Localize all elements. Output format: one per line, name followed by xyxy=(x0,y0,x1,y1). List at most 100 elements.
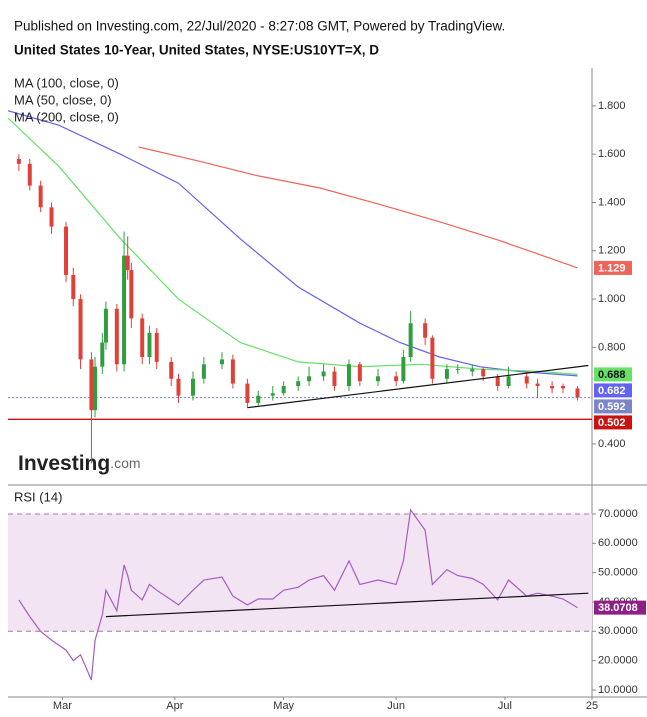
y-tick-label: 70.0000 xyxy=(598,508,638,520)
candle-body xyxy=(296,381,301,387)
candle-body xyxy=(125,255,130,271)
candle-body xyxy=(506,376,511,387)
candle-body xyxy=(455,369,460,371)
candle-body xyxy=(470,369,475,372)
rsi-band xyxy=(8,513,592,632)
price-label: 0.502 xyxy=(598,417,626,429)
candle-body xyxy=(256,395,261,403)
candle-body xyxy=(89,359,94,411)
y-tick-label: 0.400 xyxy=(598,438,626,450)
candle-body xyxy=(281,386,286,394)
y-tick-label: 20.0000 xyxy=(598,655,638,667)
candle-body xyxy=(375,376,380,382)
candle-body xyxy=(78,299,83,360)
logo-main: Investing xyxy=(18,452,110,475)
candle-body xyxy=(524,376,529,384)
y-tick-label: 1.400 xyxy=(598,196,626,208)
candle-body xyxy=(245,383,250,403)
moving-average xyxy=(8,110,578,377)
candle-body xyxy=(346,364,351,387)
candle-body xyxy=(307,376,312,382)
legend-entry: MA (200, close, 0) xyxy=(14,109,119,124)
candle-body xyxy=(408,323,413,358)
x-tick-label: May xyxy=(273,700,294,712)
y-tick-label: 0.800 xyxy=(598,341,626,353)
candle-body xyxy=(140,318,145,358)
y-tick-label: 1.800 xyxy=(598,100,626,112)
candle-body xyxy=(444,369,449,379)
rsi-line xyxy=(18,508,578,681)
legend-entry: MA (50, close, 0) xyxy=(14,92,112,107)
candle-body xyxy=(38,185,43,208)
candle-body xyxy=(575,388,580,398)
price-label-box xyxy=(594,399,632,414)
y-tick-label: 1.600 xyxy=(598,148,626,160)
candle-body xyxy=(49,207,54,227)
candle-body xyxy=(430,337,435,379)
candle-body xyxy=(201,364,206,379)
candle-body xyxy=(190,378,195,396)
x-tick-label: 25 xyxy=(586,700,598,712)
price-label-box xyxy=(594,260,632,275)
candle-body xyxy=(114,308,119,365)
y-tick-label: 30.0000 xyxy=(598,625,638,637)
rsi-title: RSI (14) xyxy=(14,489,62,504)
candle-body xyxy=(103,308,108,343)
y-tick-label: 50.0000 xyxy=(598,567,638,579)
candle-body xyxy=(100,342,105,367)
candle-body xyxy=(27,163,32,186)
price-label: 0.592 xyxy=(598,401,626,413)
published: Published on Investing.com, 22/Jul/2020 … xyxy=(14,19,505,34)
candle-body xyxy=(154,332,159,362)
y-tick-label: 1.200 xyxy=(598,245,626,257)
candle-body xyxy=(176,378,181,396)
price-label: 0.682 xyxy=(598,385,626,397)
plot-area xyxy=(8,110,592,464)
candle-body xyxy=(357,364,362,382)
logo: Investing.com xyxy=(18,452,141,475)
legend-entry: MA (100, close, 0) xyxy=(14,75,119,90)
x-tick-label: Apr xyxy=(166,700,183,712)
y-tick-label: 1.000 xyxy=(598,293,626,305)
y-tick-label: 10.0000 xyxy=(598,684,638,696)
moving-average xyxy=(8,117,578,375)
candle-body xyxy=(481,369,486,377)
candle-body xyxy=(93,366,98,411)
candle-body xyxy=(129,270,134,319)
candle-body xyxy=(535,383,540,387)
candle-body xyxy=(560,386,565,389)
candle-body xyxy=(550,386,555,389)
candle-body xyxy=(230,359,235,384)
x-tick-label: Jul xyxy=(498,700,512,712)
x-tick-label: Mar xyxy=(53,700,72,712)
rsi-label: 38.0708 xyxy=(598,602,638,614)
candle-body xyxy=(71,274,76,300)
candle-body xyxy=(16,159,21,164)
chart-title: United States 10-Year, United States, NY… xyxy=(14,43,379,58)
logo-suffix: .com xyxy=(110,455,140,471)
trendline xyxy=(247,364,589,409)
candle-body xyxy=(169,361,174,379)
candle-body xyxy=(394,376,399,382)
candle-body xyxy=(423,323,428,338)
rsi-label-box xyxy=(594,600,646,615)
candle-body xyxy=(147,332,152,358)
moving-average xyxy=(138,146,578,269)
candle-body xyxy=(122,255,127,365)
candle-body xyxy=(332,371,337,387)
price-label-box xyxy=(594,383,632,398)
candle-body xyxy=(401,357,406,382)
trendline xyxy=(105,592,589,618)
candle-body xyxy=(270,393,275,396)
candle-body xyxy=(321,371,326,377)
price-label: 0.688 xyxy=(598,369,626,381)
x-tick-label: Jun xyxy=(387,700,405,712)
price-label: 1.129 xyxy=(598,262,626,274)
price-label-box xyxy=(594,367,632,382)
candle-body xyxy=(495,376,500,387)
candle-body xyxy=(64,226,69,275)
y-tick-label: 60.0000 xyxy=(598,537,638,549)
candle-body xyxy=(220,359,225,365)
price-label-box xyxy=(594,415,632,430)
